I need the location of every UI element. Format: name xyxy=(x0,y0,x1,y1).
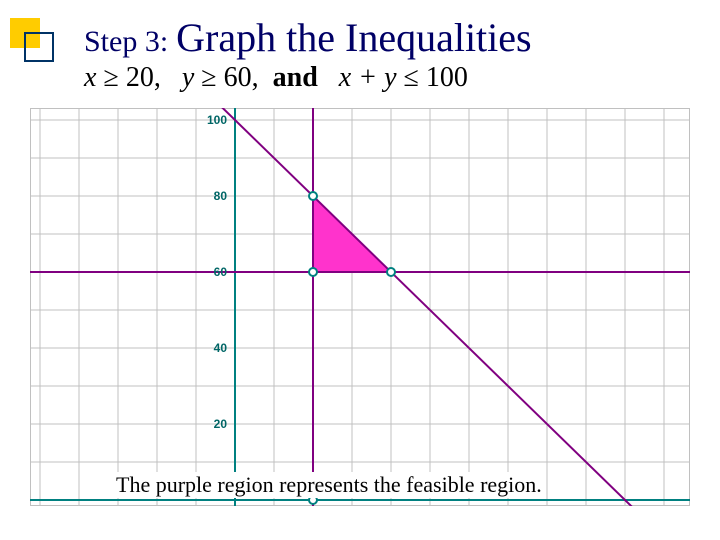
inequalities-expression: x ≥ 20, y ≥ 60, and x + y ≤ 100 xyxy=(84,62,468,94)
svg-text:50: 50 xyxy=(423,505,437,506)
step-label: Step 3: xyxy=(84,25,168,58)
title-main: Graph the Inequalities xyxy=(176,15,531,60)
inequality-graph: -50 50 100 20 40 60 80 100 xyxy=(30,108,690,506)
svg-text:100: 100 xyxy=(615,505,635,506)
var-y: y xyxy=(182,62,194,93)
svg-text:80: 80 xyxy=(214,189,228,203)
le-symbol: ≤ xyxy=(404,62,419,93)
svg-text:40: 40 xyxy=(214,341,228,355)
ge-symbol-2: ≥ xyxy=(201,62,216,93)
svg-text:100: 100 xyxy=(207,113,227,127)
value-100: 100 xyxy=(426,62,468,93)
svg-text:-50: -50 xyxy=(31,505,49,506)
title-bullet xyxy=(10,18,56,64)
var-xpy: x + y xyxy=(339,62,397,93)
graph-panel: -50 50 100 20 40 60 80 100 xyxy=(30,108,690,506)
value-20: 20, xyxy=(126,62,161,93)
and-word: and xyxy=(273,62,318,93)
ge-symbol-1: ≥ xyxy=(103,62,118,93)
value-60: 60, xyxy=(224,62,259,93)
var-x: x xyxy=(84,62,96,93)
svg-text:60: 60 xyxy=(214,265,228,279)
svg-text:20: 20 xyxy=(214,417,228,431)
caption-text: The purple region represents the feasibl… xyxy=(112,472,546,498)
page-title: Step 3: Graph the Inequalities xyxy=(84,14,532,61)
